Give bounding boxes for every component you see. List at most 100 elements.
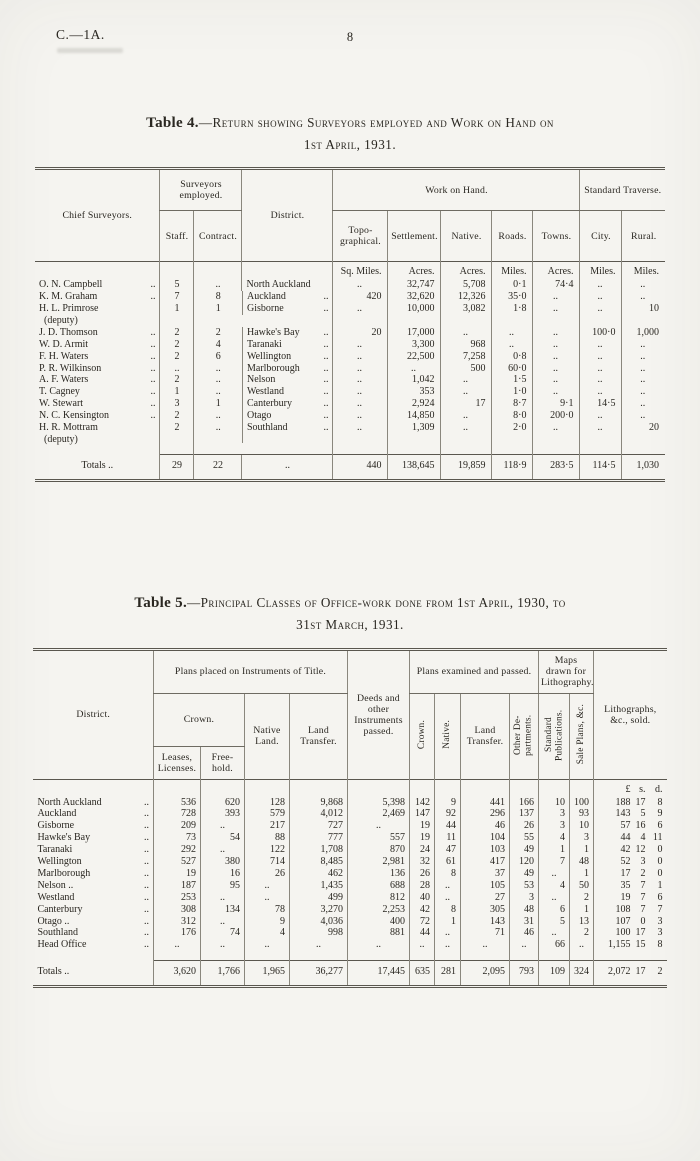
table-cell: 441	[459, 796, 510, 809]
table-cell: 48	[508, 903, 539, 916]
table-cell: 2,253	[346, 903, 410, 916]
table-cell: Otago ....	[33, 916, 153, 928]
table-row: Hawke's Bay.. 73 54 88 777 557 19 11 104 55 4 3 44 4 1…	[33, 832, 666, 845]
leader-dots: ..	[150, 350, 156, 362]
table-cell: ..	[346, 939, 410, 961]
table-cell: ..	[532, 374, 580, 387]
table-cell: J. D. Thomson..	[35, 327, 160, 339]
table-cell: 1	[657, 879, 663, 891]
table-cell: 12,326	[440, 291, 492, 304]
col-header-standard-publications: Standard Publications.	[538, 693, 570, 780]
table-cell	[152, 779, 201, 797]
table-cell: 380	[199, 856, 245, 868]
table-cell: 54	[199, 832, 245, 845]
table-cell: 462	[288, 867, 348, 880]
table-cell: ..	[621, 398, 665, 411]
table-cell: 46	[459, 820, 510, 833]
table-cell: ..	[288, 939, 348, 961]
cell-text: W. D. Armit	[38, 338, 89, 350]
table-cell: 17	[633, 960, 650, 987]
table-cell: 143	[593, 808, 634, 821]
table-cell: 138,645	[387, 454, 441, 481]
table-cell: £	[593, 779, 634, 797]
table-cell: Acres.	[387, 261, 441, 280]
leader-dots: ..	[323, 326, 329, 338]
cell-text: Wellington	[37, 856, 82, 868]
table-cell: ..	[332, 338, 388, 351]
table-cell: 7	[538, 856, 570, 868]
table-cell: 8	[657, 796, 663, 808]
table-cell: 0·8	[491, 350, 533, 363]
col-header-staff: Staff.	[159, 210, 194, 262]
table-cell	[199, 779, 245, 797]
table-cell: Totals ..	[37, 965, 70, 977]
cell-text: W. Stewart	[38, 398, 84, 410]
table-cell: 55	[508, 832, 539, 845]
table-cell: Nelson ....	[33, 880, 153, 892]
table-cell: ..	[332, 386, 388, 399]
table-cell: 2	[568, 891, 594, 904]
table-cell: 968	[440, 338, 492, 351]
table-cell: Canterbury..	[33, 904, 153, 916]
table-cell: 499	[288, 891, 348, 904]
leader-dots: ..	[150, 386, 156, 398]
leader-dots: ..	[143, 856, 149, 868]
table-cell: 4,036	[288, 915, 348, 928]
table-cell: ..	[579, 291, 622, 304]
leader-dots: ..	[143, 844, 149, 856]
table-cell: 420	[332, 291, 388, 304]
table-row: O. N. Campbell.. 5.. North Auckland.. 32,74…	[35, 279, 665, 292]
table-cell: Totals ..	[81, 459, 114, 471]
table-row: W. Stewart.. 3 1 Canterbury.... 2,924 17 8·7 9·…	[35, 398, 665, 411]
table-cell: 10,000	[387, 303, 441, 327]
table-cell: 50	[568, 879, 594, 892]
leader-dots: ..	[143, 820, 149, 832]
table-row: P. R. Wilkinson...... Marlborough...... 50…	[35, 362, 665, 375]
cell-text: Westland	[246, 386, 284, 398]
table-cell: 3	[657, 915, 663, 927]
table-cell: ..	[193, 386, 242, 399]
table5-totals-row: Totals .. 3,620 1,766 1,965 36,277 17,445 635 2…	[33, 960, 667, 987]
table-cell: 109	[538, 960, 570, 987]
cell-text: F. H. Waters	[38, 350, 89, 362]
table-cell: ..	[152, 939, 201, 961]
table-cell: 42	[593, 844, 634, 857]
table-cell: ..	[440, 386, 492, 399]
cell-text: Hawke's Bay	[37, 832, 91, 844]
table-cell: 137	[508, 808, 539, 821]
table-cell: 324	[568, 960, 594, 987]
table-cell: ..	[621, 291, 665, 304]
leader-dots: ..	[143, 867, 149, 879]
table-cell: Westland..	[33, 892, 153, 904]
table-cell	[568, 779, 594, 797]
table-cell: 2	[159, 410, 194, 423]
cell-text: Nelson ..	[37, 879, 74, 891]
table-cell: 2	[159, 338, 194, 351]
table-cell: 166	[508, 796, 539, 809]
table-cell: ..	[433, 939, 461, 961]
table-cell: ..	[532, 291, 580, 304]
table-cell: 4	[193, 338, 242, 351]
table-cell: 8	[193, 291, 242, 304]
table-cell: 1	[433, 915, 461, 928]
leader-dots: ..	[323, 338, 329, 350]
table-cell: 579	[243, 808, 290, 821]
cell-text: P. R. Wilkinson	[38, 362, 102, 374]
table-cell: 209	[152, 820, 201, 833]
table-cell: 1,766	[199, 960, 245, 987]
table-cell: ..	[440, 326, 492, 339]
table-cell: ..	[387, 362, 441, 375]
table-cell: 6	[657, 891, 663, 903]
table-cell: Hawke's Bay..	[33, 832, 153, 844]
table-cell: North Auckland	[241, 279, 333, 292]
table-cell: ..	[440, 422, 492, 455]
table-cell: ..	[532, 422, 580, 455]
table-cell: ..	[491, 326, 533, 339]
table-cell: 74·4	[532, 279, 580, 292]
table-cell: 5	[538, 915, 570, 928]
table-cell: ..	[579, 303, 622, 327]
table-cell: 9	[243, 915, 290, 928]
table-cell: 0	[657, 856, 663, 868]
table-cell: H. L. Primrose (deputy)	[38, 303, 99, 326]
table-cell: 16	[199, 867, 245, 880]
